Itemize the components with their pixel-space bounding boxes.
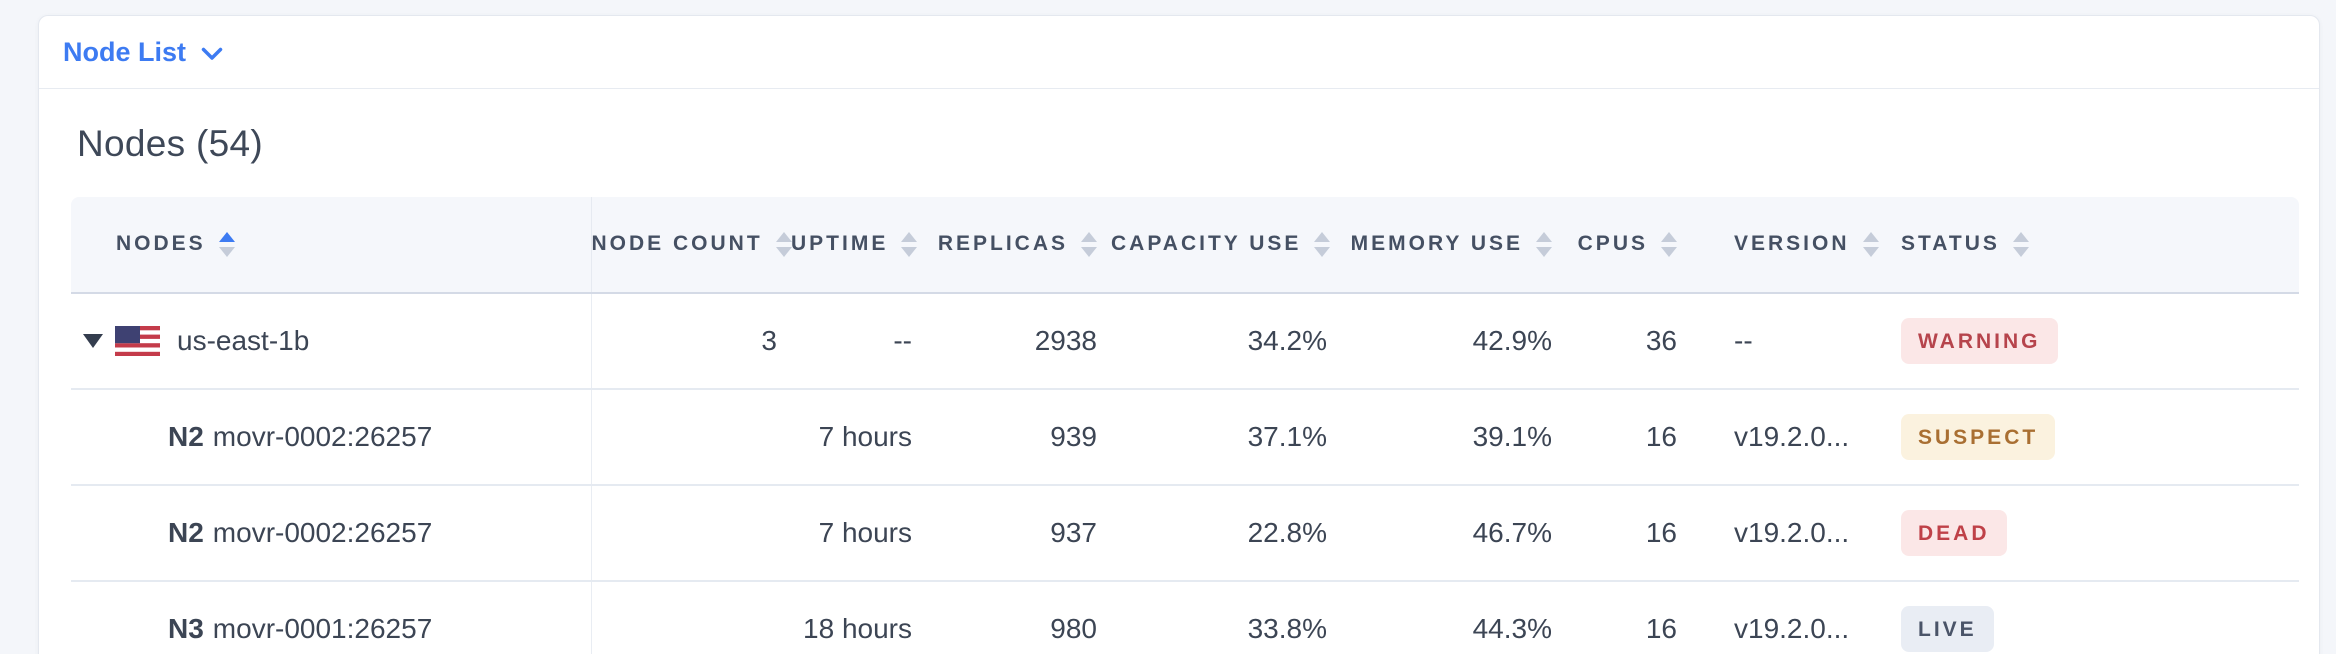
chevron-down-icon xyxy=(201,47,223,60)
view-switcher-label: Node List xyxy=(63,36,187,67)
column-header-memory-use-label: MEMORY USE xyxy=(1350,232,1523,256)
node-id: N3 xyxy=(168,613,204,644)
cell-status: WARNING xyxy=(1861,293,2299,390)
cell-capacity-use: 33.8% xyxy=(1111,581,1341,654)
cell-version: v19.2.0... xyxy=(1691,485,1861,582)
column-header-memory-use[interactable]: MEMORY USE xyxy=(1341,197,1566,294)
cell-node-count xyxy=(591,389,791,486)
cell-status: SUSPECT xyxy=(1861,389,2299,486)
cell-node-count xyxy=(591,581,791,654)
node-host: movr-0002:26257 xyxy=(212,421,433,452)
cell-replicas: 980 xyxy=(926,581,1111,654)
cell-status: DEAD xyxy=(1861,485,2299,582)
cell-node-count xyxy=(591,485,791,582)
node-id: N2 xyxy=(168,421,204,452)
cell-capacity-use: 34.2% xyxy=(1111,293,1341,390)
table-header-row: NODES NODE COUNT UPTIME REPLICAS CAPACIT… xyxy=(71,197,2299,294)
expand-caret-icon[interactable] xyxy=(83,334,103,348)
cell-nodes: N2 movr-0002:26257 xyxy=(71,389,592,486)
cell-memory-use: 44.3% xyxy=(1341,581,1566,654)
cell-cpus: 16 xyxy=(1566,485,1691,582)
column-header-replicas-label: REPLICAS xyxy=(937,232,1068,256)
nodes-table: NODES NODE COUNT UPTIME REPLICAS CAPACIT… xyxy=(71,197,2299,654)
column-header-cpus-label: CPUS xyxy=(1577,232,1648,256)
cell-memory-use: 42.9% xyxy=(1341,293,1566,390)
column-header-capacity-use[interactable]: CAPACITY USE xyxy=(1111,197,1341,294)
column-header-node-count-label: NODE COUNT xyxy=(591,232,763,256)
cell-version: v19.2.0... xyxy=(1691,389,1861,486)
cell-capacity-use: 37.1% xyxy=(1111,389,1341,486)
table-row-region[interactable]: us-east-1b 3 -- 2938 34.2% 42.9% 36 -- W… xyxy=(71,293,2299,390)
sort-icon[interactable] xyxy=(1081,232,1097,257)
column-header-version[interactable]: VERSION xyxy=(1691,197,1879,294)
cell-replicas: 2938 xyxy=(926,293,1111,390)
cell-version: -- xyxy=(1691,293,1861,390)
us-flag-icon xyxy=(115,326,160,356)
cell-status: LIVE xyxy=(1861,581,2299,654)
cell-memory-use: 39.1% xyxy=(1341,389,1566,486)
cell-cpus: 16 xyxy=(1566,581,1691,654)
column-header-replicas[interactable]: REPLICAS xyxy=(926,197,1111,294)
cell-version: v19.2.0... xyxy=(1691,581,1861,654)
cell-replicas: 939 xyxy=(926,389,1111,486)
table-row-node[interactable]: N2 movr-0002:26257 7 hours 937 22.8% 46.7… xyxy=(71,485,2299,582)
cell-cpus: 36 xyxy=(1566,293,1691,390)
cell-memory-use: 46.7% xyxy=(1341,485,1566,582)
sort-icon[interactable] xyxy=(2012,232,2029,257)
column-header-version-label: VERSION xyxy=(1734,232,1850,256)
view-switcher-dropdown[interactable]: Node List xyxy=(63,37,223,68)
node-host: movr-0001:26257 xyxy=(212,613,433,644)
cell-nodes: N3 movr-0001:26257 xyxy=(71,581,592,654)
cell-capacity-use: 22.8% xyxy=(1111,485,1341,582)
cell-cpus: 16 xyxy=(1566,389,1691,486)
cell-nodes: us-east-1b xyxy=(71,293,592,390)
column-header-uptime[interactable]: UPTIME xyxy=(791,197,926,294)
status-badge: DEAD xyxy=(1901,510,2007,556)
sort-icon[interactable] xyxy=(1862,232,1879,257)
cell-uptime: -- xyxy=(791,293,926,390)
column-header-nodes-label: NODES xyxy=(116,232,206,256)
status-badge: WARNING xyxy=(1901,318,2058,364)
region-name: us-east-1b xyxy=(177,325,310,356)
sort-icon[interactable] xyxy=(1661,232,1677,257)
column-header-status-label: STATUS xyxy=(1901,232,2000,256)
column-header-capacity-use-label: CAPACITY USE xyxy=(1111,232,1302,256)
node-list-card: Node List Nodes (54) NODES NODE COUNT xyxy=(38,15,2320,654)
status-badge: SUSPECT xyxy=(1901,414,2056,460)
cell-node-count: 3 xyxy=(591,293,791,390)
node-id: N2 xyxy=(168,517,204,548)
cell-nodes: N2 movr-0002:26257 xyxy=(71,485,592,582)
cell-replicas: 937 xyxy=(926,485,1111,582)
column-header-uptime-label: UPTIME xyxy=(791,232,889,256)
sort-icon[interactable] xyxy=(218,232,235,257)
sort-icon[interactable] xyxy=(775,232,792,257)
column-header-status[interactable]: STATUS xyxy=(1861,197,2299,294)
card-header: Node List xyxy=(39,16,2319,89)
column-header-nodes[interactable]: NODES xyxy=(71,197,592,294)
page-title: Nodes (54) xyxy=(77,123,264,164)
cell-uptime: 7 hours xyxy=(791,389,926,486)
sort-icon[interactable] xyxy=(1314,232,1331,257)
column-header-cpus[interactable]: CPUS xyxy=(1566,197,1691,294)
sort-icon[interactable] xyxy=(1536,232,1552,257)
cell-uptime: 18 hours xyxy=(791,581,926,654)
node-host: movr-0002:26257 xyxy=(212,517,433,548)
status-badge: LIVE xyxy=(1901,606,1994,652)
column-header-node-count[interactable]: NODE COUNT xyxy=(591,197,792,294)
table-row-node[interactable]: N3 movr-0001:26257 18 hours 980 33.8% 44.… xyxy=(71,581,2299,654)
sort-icon[interactable] xyxy=(901,232,918,257)
table-row-node[interactable]: N2 movr-0002:26257 7 hours 939 37.1% 39.1… xyxy=(71,389,2299,486)
cell-uptime: 7 hours xyxy=(791,485,926,582)
card-content: Nodes (54) NODES NODE COUNT UPTIME xyxy=(39,89,2319,654)
